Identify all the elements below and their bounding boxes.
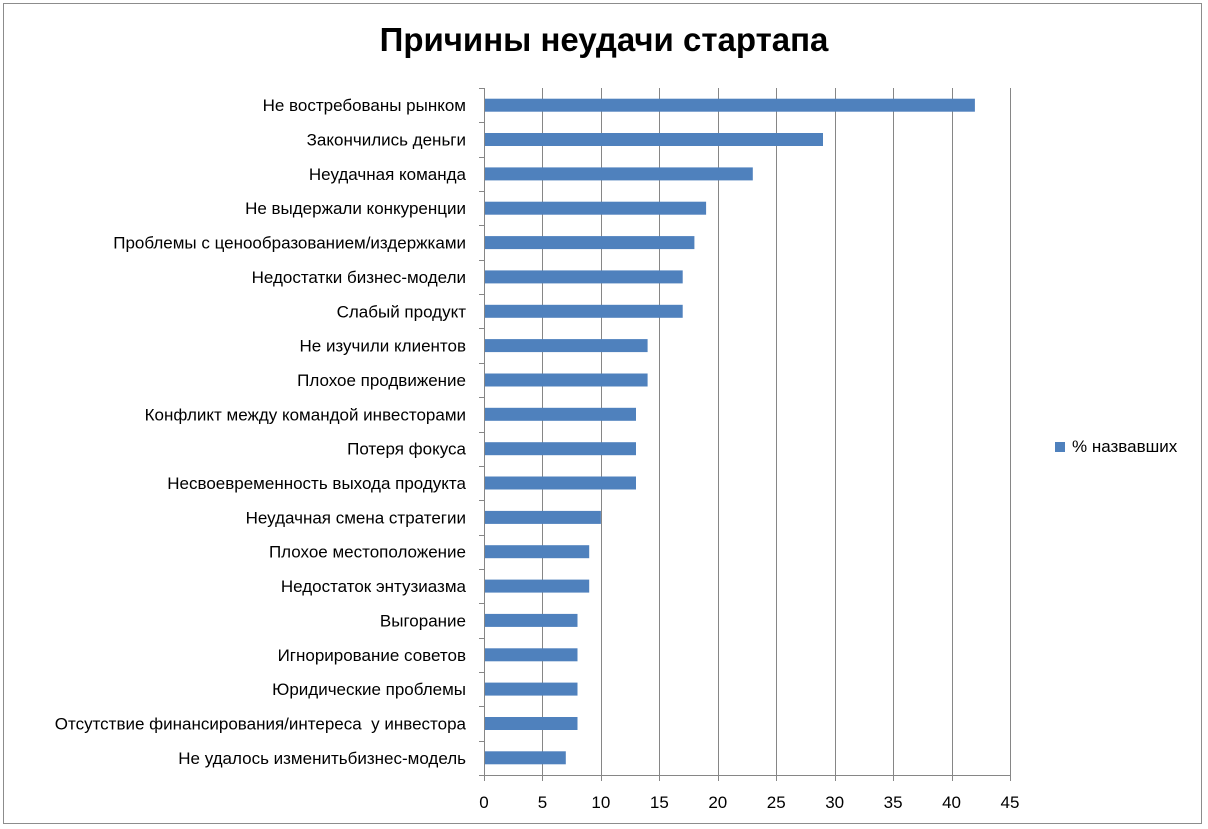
bar — [485, 236, 695, 250]
bar — [485, 613, 578, 627]
bar — [485, 339, 648, 353]
x-tick-label: 20 — [708, 793, 727, 812]
bar — [485, 682, 578, 696]
bar — [485, 545, 590, 559]
x-tick-label: 15 — [650, 793, 669, 812]
category-label: Плохое продвижение — [297, 371, 466, 390]
legend-swatch — [1055, 442, 1065, 452]
category-label: Не востребованы рынком — [263, 96, 466, 115]
category-label: Юридические проблемы — [272, 680, 466, 699]
bar — [485, 270, 683, 284]
category-label: Несвоевременность выхода продукта — [167, 474, 466, 493]
chart-title: Причины неудачи стартапа — [379, 21, 829, 58]
bar — [485, 510, 601, 524]
bar — [485, 304, 683, 318]
category-label: Неудачная команда — [309, 165, 467, 184]
bar — [485, 373, 648, 387]
category-label: Не выдержали конкуренции — [245, 199, 466, 218]
category-label: Не удалось изменитьбизнес-модель — [178, 749, 466, 768]
bar — [485, 133, 823, 146]
category-label: Проблемы с ценообразованием/издержками — [113, 234, 466, 253]
category-label: Конфликт между командой инвесторами — [145, 405, 466, 424]
category-label: Выгорание — [380, 611, 466, 630]
bar — [485, 167, 753, 181]
bar — [485, 717, 578, 730]
category-label: Закончились деньги — [307, 131, 466, 150]
bar — [485, 648, 578, 662]
x-tick-label: 25 — [767, 793, 786, 812]
x-tick-label: 35 — [884, 793, 903, 812]
legend-label: % назвавших — [1072, 437, 1178, 456]
bar — [485, 476, 636, 490]
x-tick-label: 45 — [1001, 793, 1020, 812]
category-label: Недостатки бизнес-модели — [252, 268, 466, 287]
category-label: Потеря фокуса — [347, 440, 466, 459]
x-tick-label: 0 — [479, 793, 488, 812]
category-label: Плохое местоположение — [269, 543, 466, 562]
category-label: Недостаток энтузиазма — [281, 577, 467, 596]
x-tick-label: 5 — [538, 793, 547, 812]
legend: % назвавших — [1055, 437, 1177, 457]
bar — [485, 442, 636, 456]
bar — [485, 201, 707, 215]
x-tick-label: 10 — [591, 793, 610, 812]
category-label: Отсутствие финансирования/интереса у инв… — [55, 715, 467, 734]
bar — [485, 407, 636, 421]
x-tick-label: 30 — [825, 793, 844, 812]
category-label: Неудачная смена стратегии — [246, 508, 466, 527]
x-tick-label: 40 — [942, 793, 961, 812]
bar — [485, 98, 975, 112]
category-label: Игнорирование советов — [278, 646, 466, 665]
category-label: Не изучили клиентов — [299, 337, 466, 356]
bar — [485, 751, 566, 765]
bar — [485, 579, 590, 593]
category-label: Слабый продукт — [337, 302, 467, 321]
